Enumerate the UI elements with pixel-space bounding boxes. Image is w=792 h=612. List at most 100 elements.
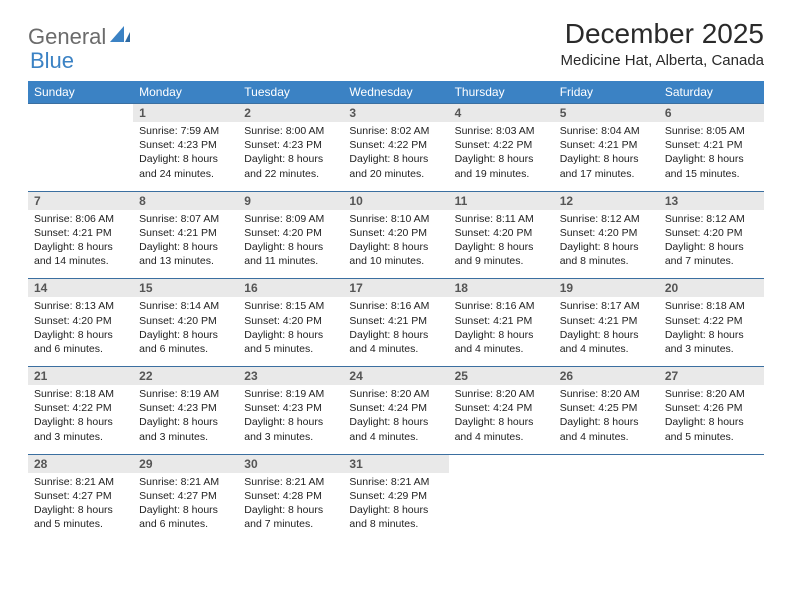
- sunrise-line: Sunrise: 7:59 AM: [139, 124, 232, 138]
- day-details: Sunrise: 8:20 AMSunset: 4:24 PMDaylight:…: [449, 385, 554, 454]
- day-number: 17: [343, 278, 448, 297]
- daylight-line: Daylight: 8 hours and 4 minutes.: [560, 328, 653, 356]
- daylight-line: Daylight: 8 hours and 5 minutes.: [665, 415, 758, 443]
- sunrise-line: Sunrise: 8:00 AM: [244, 124, 337, 138]
- day-details-empty: [28, 122, 133, 184]
- sunrise-line: Sunrise: 8:16 AM: [455, 299, 548, 313]
- day-number: 25: [449, 366, 554, 385]
- sunrise-line: Sunrise: 8:18 AM: [34, 387, 127, 401]
- sunset-line: Sunset: 4:21 PM: [560, 138, 653, 152]
- calendar-table: Sunday Monday Tuesday Wednesday Thursday…: [28, 81, 764, 541]
- sunrise-line: Sunrise: 8:05 AM: [665, 124, 758, 138]
- day-number: 15: [133, 278, 238, 297]
- day-details: Sunrise: 8:07 AMSunset: 4:21 PMDaylight:…: [133, 210, 238, 279]
- day-details-empty: [554, 473, 659, 535]
- sunrise-line: Sunrise: 8:13 AM: [34, 299, 127, 313]
- daylight-line: Daylight: 8 hours and 3 minutes.: [665, 328, 758, 356]
- daylight-line: Daylight: 8 hours and 19 minutes.: [455, 152, 548, 180]
- daylight-line: Daylight: 8 hours and 7 minutes.: [665, 240, 758, 268]
- daylight-line: Daylight: 8 hours and 6 minutes.: [34, 328, 127, 356]
- day-number-empty: [449, 454, 554, 472]
- calendar-daynum-row: 14151617181920: [28, 278, 764, 297]
- day-details: Sunrise: 8:20 AMSunset: 4:25 PMDaylight:…: [554, 385, 659, 454]
- sunset-line: Sunset: 4:24 PM: [455, 401, 548, 415]
- weekday-head: Sunday: [28, 81, 133, 103]
- sunset-line: Sunset: 4:28 PM: [244, 489, 337, 503]
- day-details: Sunrise: 8:12 AMSunset: 4:20 PMDaylight:…: [554, 210, 659, 279]
- sunrise-line: Sunrise: 8:09 AM: [244, 212, 337, 226]
- sunset-line: Sunset: 4:23 PM: [139, 138, 232, 152]
- sunset-line: Sunset: 4:20 PM: [244, 314, 337, 328]
- day-number: 13: [659, 191, 764, 210]
- sunrise-line: Sunrise: 8:20 AM: [455, 387, 548, 401]
- logo-word-2-wrap: Blue: [30, 48, 74, 74]
- day-number: 24: [343, 366, 448, 385]
- day-details: Sunrise: 8:19 AMSunset: 4:23 PMDaylight:…: [238, 385, 343, 454]
- day-details: Sunrise: 8:02 AMSunset: 4:22 PMDaylight:…: [343, 122, 448, 191]
- day-details: Sunrise: 8:06 AMSunset: 4:21 PMDaylight:…: [28, 210, 133, 279]
- title-block: December 2025 Medicine Hat, Alberta, Can…: [561, 18, 764, 69]
- day-details: Sunrise: 8:16 AMSunset: 4:21 PMDaylight:…: [449, 297, 554, 366]
- sunset-line: Sunset: 4:22 PM: [455, 138, 548, 152]
- sunrise-line: Sunrise: 8:21 AM: [34, 475, 127, 489]
- daylight-line: Daylight: 8 hours and 11 minutes.: [244, 240, 337, 268]
- logo-word-1: General: [28, 24, 106, 50]
- sunrise-line: Sunrise: 8:15 AM: [244, 299, 337, 313]
- sunset-line: Sunset: 4:27 PM: [34, 489, 127, 503]
- day-details: Sunrise: 8:18 AMSunset: 4:22 PMDaylight:…: [28, 385, 133, 454]
- sunset-line: Sunset: 4:20 PM: [665, 226, 758, 240]
- daylight-line: Daylight: 8 hours and 4 minutes.: [560, 415, 653, 443]
- day-number: 16: [238, 278, 343, 297]
- day-number-empty: [554, 454, 659, 472]
- sunrise-line: Sunrise: 8:11 AM: [455, 212, 548, 226]
- sunset-line: Sunset: 4:20 PM: [34, 314, 127, 328]
- daylight-line: Daylight: 8 hours and 3 minutes.: [34, 415, 127, 443]
- sunrise-line: Sunrise: 8:16 AM: [349, 299, 442, 313]
- sunset-line: Sunset: 4:26 PM: [665, 401, 758, 415]
- day-details: Sunrise: 8:21 AMSunset: 4:29 PMDaylight:…: [343, 473, 448, 542]
- weekday-head: Tuesday: [238, 81, 343, 103]
- day-number-empty: [28, 103, 133, 121]
- day-details: Sunrise: 7:59 AMSunset: 4:23 PMDaylight:…: [133, 122, 238, 191]
- day-details: Sunrise: 8:09 AMSunset: 4:20 PMDaylight:…: [238, 210, 343, 279]
- daylight-line: Daylight: 8 hours and 4 minutes.: [349, 415, 442, 443]
- sunset-line: Sunset: 4:27 PM: [139, 489, 232, 503]
- day-number: 29: [133, 454, 238, 473]
- daylight-line: Daylight: 8 hours and 15 minutes.: [665, 152, 758, 180]
- day-number: 4: [449, 103, 554, 122]
- daylight-line: Daylight: 8 hours and 6 minutes.: [139, 328, 232, 356]
- weekday-head: Monday: [133, 81, 238, 103]
- day-details: Sunrise: 8:21 AMSunset: 4:27 PMDaylight:…: [133, 473, 238, 542]
- calendar-body: 123456Sunrise: 7:59 AMSunset: 4:23 PMDay…: [28, 103, 764, 541]
- day-number: 23: [238, 366, 343, 385]
- daylight-line: Daylight: 8 hours and 24 minutes.: [139, 152, 232, 180]
- sunset-line: Sunset: 4:25 PM: [560, 401, 653, 415]
- sunset-line: Sunset: 4:21 PM: [665, 138, 758, 152]
- calendar-daynum-row: 78910111213: [28, 191, 764, 210]
- daylight-line: Daylight: 8 hours and 9 minutes.: [455, 240, 548, 268]
- day-number: 5: [554, 103, 659, 122]
- sunset-line: Sunset: 4:21 PM: [560, 314, 653, 328]
- sunset-line: Sunset: 4:20 PM: [349, 226, 442, 240]
- logo-word-2: Blue: [30, 48, 74, 73]
- weekday-head: Saturday: [659, 81, 764, 103]
- day-number: 9: [238, 191, 343, 210]
- sunset-line: Sunset: 4:22 PM: [34, 401, 127, 415]
- day-number: 6: [659, 103, 764, 122]
- calendar-daynum-row: 28293031: [28, 454, 764, 473]
- calendar-page: General December 2025 Medicine Hat, Albe…: [0, 0, 792, 559]
- day-details: Sunrise: 8:20 AMSunset: 4:24 PMDaylight:…: [343, 385, 448, 454]
- daylight-line: Daylight: 8 hours and 5 minutes.: [244, 328, 337, 356]
- header: General December 2025 Medicine Hat, Albe…: [28, 18, 764, 69]
- day-number: 20: [659, 278, 764, 297]
- month-title: December 2025: [561, 18, 764, 50]
- daylight-line: Daylight: 8 hours and 3 minutes.: [244, 415, 337, 443]
- calendar-daynum-row: 123456: [28, 103, 764, 122]
- day-number: 21: [28, 366, 133, 385]
- day-number: 26: [554, 366, 659, 385]
- daylight-line: Daylight: 8 hours and 17 minutes.: [560, 152, 653, 180]
- sunset-line: Sunset: 4:23 PM: [244, 401, 337, 415]
- sunset-line: Sunset: 4:21 PM: [349, 314, 442, 328]
- sunrise-line: Sunrise: 8:19 AM: [139, 387, 232, 401]
- day-number: 27: [659, 366, 764, 385]
